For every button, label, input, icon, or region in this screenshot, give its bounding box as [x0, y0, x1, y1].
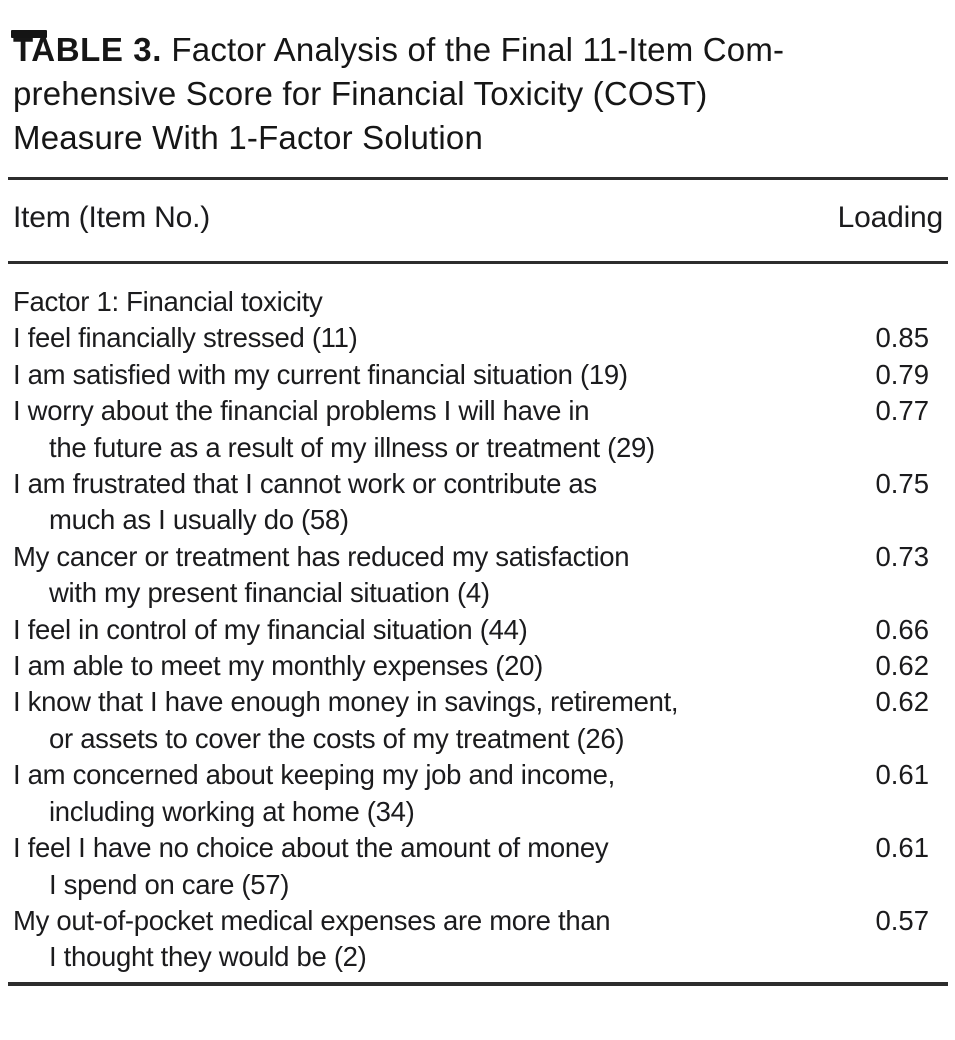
item-cell: I am satisfied with my current financial…	[13, 358, 628, 390]
table-row: My cancer or treatment has reduced my sa…	[13, 539, 943, 612]
table-row: I feel financially stressed (11) 0.85	[13, 320, 943, 356]
table-body: Factor 1: Financial toxicity I feel fina…	[13, 284, 943, 976]
loading-cell: 0.75	[875, 468, 929, 500]
table-row: My out-of-pocket medical expenses are mo…	[13, 903, 943, 976]
loading-cell: 0.73	[875, 540, 929, 572]
item-cell: I am able to meet my monthly expenses (2…	[13, 650, 544, 682]
loading-cell: 0.61	[875, 759, 929, 791]
loading-cell: 0.61	[875, 832, 929, 864]
table-row: I feel in control of my financial situat…	[13, 612, 943, 648]
item-cell: I am frustrated that I cannot work or co…	[13, 468, 597, 536]
loading-cell: 0.79	[875, 358, 929, 390]
table-row: I feel I have no choice about the amount…	[13, 830, 943, 903]
factor-section-header: Factor 1: Financial toxicity	[13, 286, 323, 317]
item-cell: I feel in control of my financial situat…	[13, 613, 528, 645]
item-cell: I know that I have enough money in savin…	[13, 686, 679, 754]
item-cell: My out-of-pocket medical expenses are mo…	[13, 904, 611, 973]
bottom-rule	[8, 981, 948, 986]
loading-cell: 0.62	[875, 650, 929, 682]
loading-cell: 0.66	[875, 613, 929, 645]
table-title: TABLE 3. Factor Analysis of the Final 11…	[13, 28, 943, 160]
item-cell: I worry about the financial problems I w…	[13, 395, 655, 463]
table-row: I worry about the financial problems I w…	[13, 393, 943, 466]
column-header-row: Item (Item No.) Loading	[0, 180, 955, 261]
table-row: I know that I have enough money in savin…	[13, 684, 943, 757]
item-cell: I am concerned about keeping my job and …	[13, 759, 615, 827]
table-number-label: TABLE 3.	[13, 31, 163, 68]
top-rule	[8, 177, 948, 180]
loading-cell: 0.62	[875, 686, 929, 718]
table-title-text: Factor Analysis of the Final 11-Item Com…	[13, 31, 785, 156]
loading-cell: 0.57	[875, 904, 929, 936]
table-row: I am satisfied with my current financial…	[13, 357, 943, 393]
table-row: I am frustrated that I cannot work or co…	[13, 466, 943, 539]
page-crop-mark	[11, 30, 47, 38]
loading-cell: 0.77	[875, 395, 929, 427]
table-row: I am concerned about keeping my job and …	[13, 757, 943, 830]
table-row: I am able to meet my monthly expenses (2…	[13, 648, 943, 684]
loading-column-header: Loading	[837, 200, 944, 234]
item-cell: My cancer or treatment has reduced my sa…	[13, 540, 630, 609]
item-column-header: Item (Item No.)	[13, 200, 211, 234]
item-cell: I feel financially stressed (11)	[13, 322, 358, 354]
loading-cell: 0.85	[875, 322, 929, 354]
header-rule	[8, 261, 948, 264]
item-cell: I feel I have no choice about the amount…	[13, 832, 609, 900]
